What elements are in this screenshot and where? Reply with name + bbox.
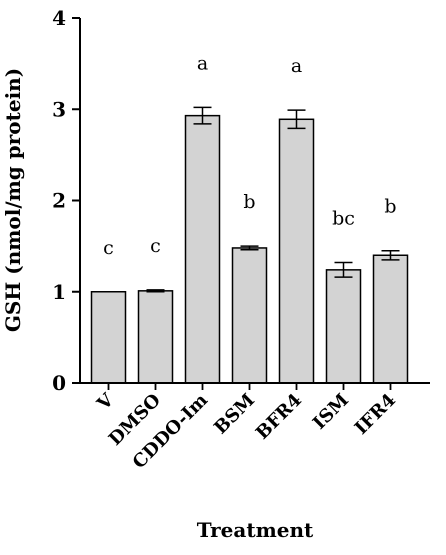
x-tick-label-ifr4: IFR4	[351, 390, 400, 439]
x-tick-label-bsm: BSM	[210, 390, 259, 439]
significance-label-cddo-im: a	[197, 52, 208, 74]
y-tick-label-2: 2	[52, 189, 66, 213]
bar-ism	[325, 269, 362, 384]
bar-bfr4	[278, 118, 315, 384]
error-bar-bfr4	[287, 109, 306, 130]
error-bar-ifr4	[381, 249, 400, 261]
y-tick-label-0: 0	[52, 371, 66, 395]
error-bar-cddo-im	[193, 106, 212, 125]
significance-label-bsm: b	[243, 191, 255, 213]
y-tick-label-4: 4	[52, 6, 66, 30]
error-bar-bsm	[240, 245, 259, 251]
error-bars-layer	[146, 106, 400, 293]
y-axis-title: GSH (nmol/mg protein)	[1, 68, 25, 332]
bar-cddo-im	[184, 114, 221, 384]
x-axis-title: Treatment	[197, 518, 314, 542]
x-tick-label-v: V	[93, 389, 119, 415]
error-bar-dmso	[146, 289, 165, 293]
significance-label-v: c	[103, 237, 114, 259]
significance-label-bfr4: a	[291, 55, 302, 77]
axes-layer	[72, 17, 430, 390]
significance-label-dmso: c	[150, 235, 161, 257]
x-tick-label-ism: ISM	[309, 390, 353, 434]
x-tick-label-bfr4: BFR4	[252, 390, 306, 444]
y-tick-label-1: 1	[52, 280, 66, 304]
significance-labels-layer: c c a b a bc b	[103, 52, 396, 258]
error-bar-ism	[334, 261, 353, 278]
bar-bsm	[231, 247, 268, 384]
significance-label-ifr4: b	[384, 196, 396, 218]
bar-v	[90, 291, 127, 384]
bar-ifr4	[372, 254, 409, 384]
significance-label-ism: bc	[332, 208, 355, 230]
y-tick-label-3: 3	[52, 97, 66, 121]
bar-dmso	[137, 290, 174, 384]
